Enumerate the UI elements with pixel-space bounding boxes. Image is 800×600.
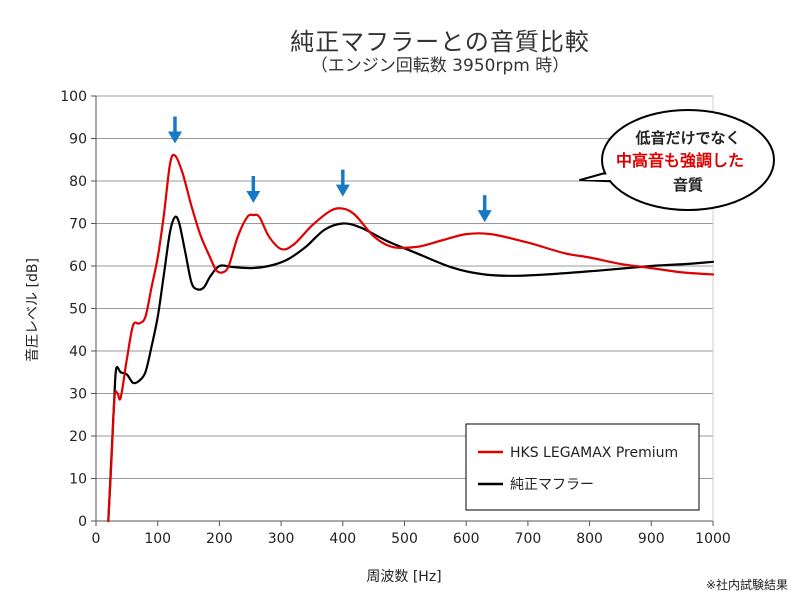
test-result-note: ※社内試験結果 (705, 578, 788, 592)
x-ticks: 0 100 200 300 400 500 600 700 800 900 1000 (92, 521, 731, 547)
y-tick-label: 30 (69, 387, 87, 403)
callout-line2: 中高音も強調した (616, 151, 744, 170)
y-tick-label: 0 (78, 514, 87, 530)
legend-label-black: 純正マフラー (510, 477, 594, 493)
peak-arrow-icon (335, 169, 350, 197)
peak-arrow-icon (477, 195, 492, 223)
y-tick-label: 70 (69, 217, 87, 233)
callout-line3: 音質 (673, 176, 703, 194)
x-tick-label: 900 (638, 531, 665, 547)
chart-title: 純正マフラーとの音質比較 (290, 28, 590, 56)
series-line-legamax (107, 153, 715, 523)
callout-ellipse (601, 109, 775, 211)
x-tick-label: 400 (329, 531, 356, 547)
legend: HKS LEGAMAX Premium 純正マフラー (465, 423, 700, 511)
y-ticks: 0 10 20 30 40 50 60 70 80 90 100 (60, 89, 96, 530)
x-tick-label: 200 (206, 531, 233, 547)
x-tick-label: 700 (515, 531, 542, 547)
y-tick-label: 50 (69, 302, 87, 318)
peak-arrows (167, 116, 492, 223)
series-line-stock (107, 215, 715, 523)
legend-label-red: HKS LEGAMAX Premium (510, 445, 678, 461)
callout-bubble: 低音だけでなく 中高音も強調した 音質 (579, 109, 775, 211)
series-lines (107, 153, 715, 523)
y-tick-label: 20 (69, 429, 87, 445)
peak-arrow-icon (167, 116, 182, 144)
x-axis-label: 周波数 [Hz] (366, 569, 442, 585)
x-tick-label: 500 (391, 531, 418, 547)
chart-subtitle: （エンジン回転数 3950rpm 時） (310, 56, 570, 76)
x-tick-label: 300 (268, 531, 295, 547)
y-tick-label: 40 (69, 344, 87, 360)
y-tick-label: 60 (69, 259, 87, 275)
y-tick-label: 90 (69, 132, 87, 148)
y-tick-label: 10 (69, 472, 87, 488)
x-tick-label: 0 (92, 531, 101, 547)
y-tick-label: 100 (60, 89, 87, 105)
x-tick-label: 1000 (695, 531, 731, 547)
legend-box (465, 423, 700, 511)
y-tick-label: 80 (69, 174, 87, 190)
callout-line1: 低音だけでなく (634, 129, 740, 147)
x-tick-label: 100 (144, 531, 171, 547)
x-tick-label: 800 (576, 531, 603, 547)
x-tick-label: 600 (453, 531, 480, 547)
peak-arrow-icon (246, 176, 261, 203)
